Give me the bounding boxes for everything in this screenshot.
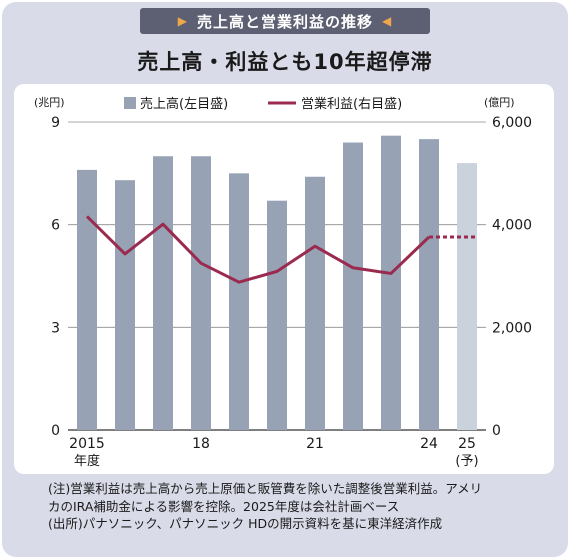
y-left-unit: (兆円) <box>34 96 65 109</box>
y-right-unit: (億円) <box>484 96 515 109</box>
section-banner: ▶ 売上高と営業利益の推移 ◀ <box>140 8 430 34</box>
legend-label: 売上高(左目盛) <box>140 96 228 112</box>
footnote-line: (出所)パナソニック、パナソニック HDの開示資料を基に東洋経済作成 <box>48 516 443 531</box>
y-left-tick-label: 0 <box>51 423 60 439</box>
footnote-line: カのIRA補助金による影響を控除。2025年度は会社計画ベース <box>48 498 400 514</box>
legend-bar-swatch <box>124 97 136 109</box>
y-right-tick-label: 4,000 <box>492 218 532 234</box>
y-left-tick-label: 3 <box>51 320 60 336</box>
x-tick-label: 21 <box>306 436 324 452</box>
bar <box>457 163 477 431</box>
x-tick-sublabel: 年度 <box>74 453 100 469</box>
footnote-line: (注)営業利益は売上高から売上原価と販管費を除いた調整後営業利益。アメリ <box>48 481 483 496</box>
bar <box>229 173 249 431</box>
bar <box>191 156 211 430</box>
triangle-left-icon: ◀ <box>382 14 393 28</box>
bar <box>305 176 325 430</box>
y-left-tick-label: 6 <box>51 218 60 234</box>
x-tick-label: 2015 <box>69 436 105 452</box>
x-tick-label: 25 <box>458 436 476 452</box>
chart-title: 売上高・利益とも10年超停滞 <box>137 50 433 74</box>
y-right-tick-label: 0 <box>492 423 501 439</box>
triangle-right-icon: ▶ <box>177 14 188 28</box>
y-right-tick-label: 6,000 <box>492 115 532 131</box>
bar <box>419 139 439 430</box>
bar <box>115 180 135 430</box>
banner-label: 売上高と営業利益の推移 <box>196 12 373 31</box>
bar <box>267 200 287 430</box>
x-tick-sublabel: (予) <box>455 454 478 469</box>
bar <box>381 135 401 430</box>
bar <box>77 169 97 430</box>
bar <box>153 156 173 430</box>
footnotes: (注)営業利益は売上高から売上原価と販管費を除いた調整後営業利益。アメリ カのI… <box>48 480 558 533</box>
legend-label: 営業利益(右目盛) <box>301 96 402 112</box>
x-tick-label: 18 <box>192 436 210 452</box>
line-series <box>85 215 431 284</box>
y-left-tick-label: 9 <box>51 115 60 131</box>
bar <box>343 142 363 431</box>
y-right-tick-label: 2,000 <box>492 320 532 336</box>
x-tick-label: 24 <box>420 436 438 452</box>
